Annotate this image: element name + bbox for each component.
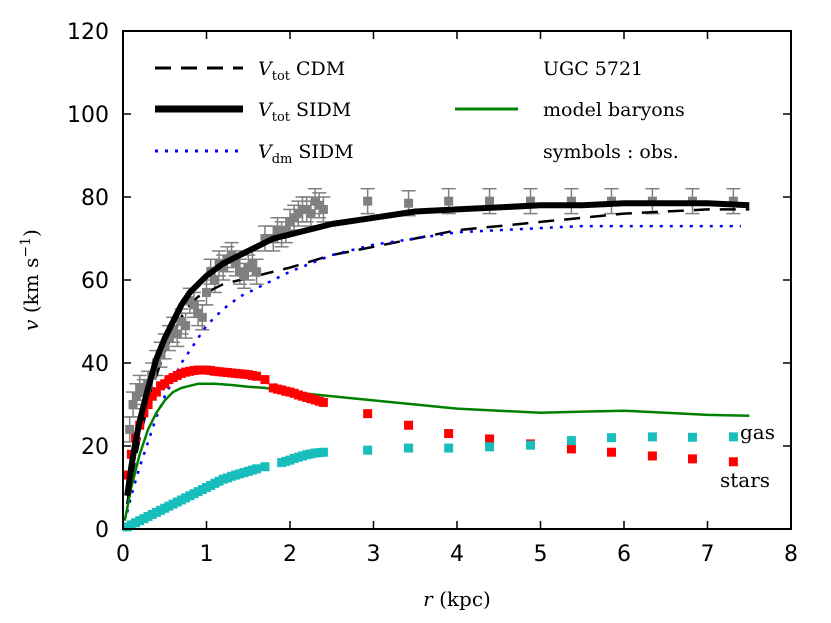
annotation-gas: gas (740, 420, 775, 444)
x-tick-label: 6 (617, 542, 631, 567)
obs-point (728, 196, 738, 206)
legend-galaxy-name: UGC 5721 (543, 58, 643, 80)
gas-point (318, 447, 328, 457)
obs-point (239, 271, 249, 281)
obs-point (227, 250, 237, 260)
x-axis-label: r (kpc) (423, 587, 491, 611)
gas-point (566, 436, 576, 446)
stars-point (485, 434, 495, 444)
series-line-baryons (123, 382, 750, 521)
legend-label-vdm-sidm: Vdm SIDM (258, 141, 354, 167)
stars-point (363, 409, 373, 419)
obs-point (139, 387, 149, 397)
obs-point (181, 321, 191, 331)
legend: Vtot CDM Vtot SIDM Vdm SIDM UGC 5721 model … (155, 58, 685, 167)
stars-point (444, 429, 454, 439)
obs-point (281, 225, 291, 235)
obs-point (566, 196, 576, 206)
gas-point (260, 462, 270, 472)
obs-point (444, 196, 454, 206)
gas-point (404, 443, 414, 453)
y-tick-label: 120 (67, 20, 109, 45)
obs-point (306, 209, 316, 219)
legend-label-vtot-cdm: Vtot CDM (258, 58, 345, 84)
obs-point (404, 198, 414, 208)
x-tick-label: 7 (701, 542, 715, 567)
gas-point (606, 433, 616, 443)
obs-point (128, 400, 138, 409)
y-tick-label: 100 (67, 103, 109, 128)
obs-point (485, 196, 495, 206)
stars-point (143, 400, 153, 409)
obs-point (202, 287, 211, 297)
obs-point (164, 333, 174, 343)
obs-point (218, 263, 228, 273)
annotation-stars: stars (720, 468, 770, 492)
gas-point (363, 445, 373, 455)
x-tick-label: 1 (200, 542, 214, 567)
gas-point (485, 442, 495, 452)
y-tick-label: 80 (81, 186, 109, 211)
stars-point (687, 454, 697, 464)
gas-point (647, 432, 657, 442)
legend-label-symbols: symbols : obs. (543, 141, 679, 163)
x-tick-label: 4 (450, 542, 464, 567)
gas-point (252, 464, 262, 474)
x-tick-label: 3 (367, 542, 381, 567)
obs-point (525, 196, 535, 206)
y-tick-label: 20 (81, 435, 109, 460)
obs-point (131, 391, 141, 401)
obs-point (252, 267, 262, 277)
stars-point (318, 397, 328, 407)
y-tick-label: 60 (81, 269, 109, 294)
obs-point (247, 258, 257, 268)
obs-point (197, 312, 207, 322)
stars-point (404, 420, 414, 430)
x-tick-label: 2 (283, 542, 297, 567)
gas-point (525, 440, 535, 450)
legend-label-vtot-sidm: Vtot SIDM (258, 99, 351, 125)
stars-point (606, 447, 616, 457)
legend-label-baryons: model baryons (543, 99, 685, 121)
obs-point (172, 329, 182, 339)
stars-point (647, 451, 657, 461)
obs-point (125, 424, 135, 434)
obs-point (210, 275, 220, 285)
x-tick-label: 8 (784, 542, 798, 567)
x-tick-label: 0 (116, 542, 130, 567)
y-tick-label: 40 (81, 352, 109, 377)
y-tick-label: 0 (95, 518, 109, 543)
series-line-vtot-sidm (124, 200, 750, 497)
plot-area (122, 187, 750, 532)
stars-point (260, 375, 270, 385)
gas-point (728, 432, 738, 442)
stars-point (151, 387, 161, 397)
stars-point (252, 371, 262, 381)
obs-point (231, 258, 241, 268)
x-tick-label: 5 (534, 542, 548, 567)
y-axis-label: v (km s−1) (18, 229, 43, 331)
gas-point (444, 443, 454, 453)
obs-point (318, 204, 328, 214)
stars-point (728, 457, 738, 467)
obs-point (189, 300, 199, 310)
obs-point (363, 196, 373, 206)
obs-point (260, 234, 270, 243)
gas-point (687, 432, 697, 442)
obs-point (160, 341, 170, 351)
stars-point (566, 444, 576, 454)
